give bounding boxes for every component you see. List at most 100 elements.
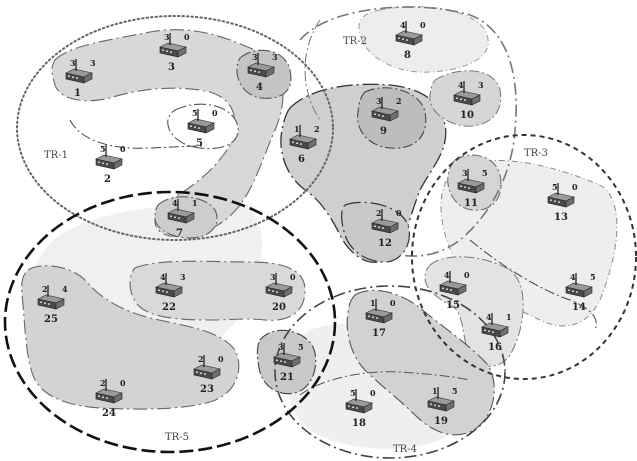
router-node-5[interactable]: 5 0 5 xyxy=(187,108,218,149)
node-id: 7 xyxy=(176,228,183,239)
region-label-tr2: TR-2 xyxy=(343,36,367,47)
port-left: 3 xyxy=(278,342,284,352)
port-left: 4 xyxy=(458,80,464,90)
node-id: 10 xyxy=(460,110,474,121)
tr1-ring xyxy=(16,15,334,241)
node-id: 13 xyxy=(554,212,568,223)
router-node-18[interactable]: 5 0 18 xyxy=(345,388,376,429)
port-right: 3 xyxy=(272,52,278,62)
port-right: 0 xyxy=(212,108,218,118)
port-right: 2 xyxy=(314,124,320,134)
port-left: 4 xyxy=(160,272,166,282)
port-left: 5 xyxy=(350,388,356,398)
port-right: 5 xyxy=(590,272,596,282)
port-left: 5 xyxy=(552,182,558,192)
port-left: 1 xyxy=(370,298,376,308)
region-label-tr1: TR-1 xyxy=(44,150,68,161)
router-node-6[interactable]: 1 2 6 xyxy=(289,124,320,165)
port-left: 3 xyxy=(252,52,258,62)
node-id: 9 xyxy=(380,126,387,137)
router-node-7[interactable]: 4 1 7 xyxy=(167,198,198,239)
node-id: 5 xyxy=(196,138,203,149)
port-left: 3 xyxy=(270,272,276,282)
cluster-12 xyxy=(341,201,410,263)
node-id: 16 xyxy=(488,342,502,353)
cluster-1-3-4 xyxy=(51,29,284,237)
port-left: 3 xyxy=(376,96,382,106)
port-left: 2 xyxy=(376,208,382,218)
router-node-2[interactable]: 5 0 2 xyxy=(95,144,126,185)
node-id: 6 xyxy=(298,154,305,165)
node-id: 20 xyxy=(272,302,286,313)
router-node-22[interactable]: 4 3 22 xyxy=(155,272,186,313)
tr2-shading xyxy=(358,6,489,73)
port-left: 4 xyxy=(172,198,178,208)
node-id: 11 xyxy=(464,198,478,209)
link-13-14 xyxy=(469,239,597,331)
router-node-11[interactable]: 3 5 11 xyxy=(457,168,488,209)
port-right: 0 xyxy=(184,32,190,42)
region-label-tr3: TR-3 xyxy=(524,148,548,159)
tr5-ring xyxy=(3,190,337,454)
node-id: 14 xyxy=(572,302,586,313)
node-id: 15 xyxy=(446,300,460,311)
router-node-13[interactable]: 5 0 13 xyxy=(547,182,578,223)
port-right: 1 xyxy=(192,198,198,208)
port-left: 4 xyxy=(444,270,450,280)
port-right: 5 xyxy=(482,168,488,178)
port-left: 5 xyxy=(100,144,106,154)
port-left: 3 xyxy=(164,32,170,42)
router-node-19[interactable]: 1 5 19 xyxy=(427,386,458,427)
port-left: 2 xyxy=(198,354,204,364)
router-nodes: 3 3 1 5 0 2 3 0 3 3 3 4 5 0 5 xyxy=(37,20,596,429)
router-node-23[interactable]: 2 0 23 xyxy=(193,354,224,395)
link-8-ring xyxy=(304,19,321,121)
region-labels: TR-1 TR-2 TR-3 TR-4 TR-5 xyxy=(44,36,548,455)
cluster-23-24-25 xyxy=(21,265,240,410)
region-label-tr4: TR-4 xyxy=(393,444,417,455)
port-right: 5 xyxy=(452,386,458,396)
port-right: 0 xyxy=(120,378,126,388)
port-right: 4 xyxy=(62,284,68,294)
router-node-1[interactable]: 3 3 1 xyxy=(65,58,96,99)
router-node-25[interactable]: 2 4 25 xyxy=(37,284,68,325)
node-id: 25 xyxy=(44,314,58,325)
router-node-21[interactable]: 3 5 21 xyxy=(273,342,304,383)
node-id: 12 xyxy=(378,238,392,249)
port-left: 5 xyxy=(192,108,198,118)
router-node-17[interactable]: 1 0 17 xyxy=(365,298,396,339)
router-node-24[interactable]: 2 0 24 xyxy=(95,378,126,419)
router-node-20[interactable]: 3 0 20 xyxy=(265,272,296,313)
node-id: 17 xyxy=(372,328,386,339)
node-id: 24 xyxy=(102,408,116,419)
router-node-8[interactable]: 4 0 8 xyxy=(395,20,426,61)
router-node-16[interactable]: 4 1 16 xyxy=(481,312,512,353)
tr3-ring xyxy=(411,134,637,380)
router-node-14[interactable]: 4 5 14 xyxy=(565,272,596,313)
router-node-15[interactable]: 4 0 15 xyxy=(439,270,470,311)
node-id: 1 xyxy=(74,88,81,99)
link-2-5 xyxy=(69,119,206,149)
port-right: 0 xyxy=(390,298,396,308)
cluster-blobs xyxy=(21,19,597,436)
router-node-10[interactable]: 4 3 10 xyxy=(453,80,484,121)
port-right: 3 xyxy=(180,272,186,282)
router-node-4[interactable]: 3 3 4 xyxy=(247,52,278,93)
router-node-9[interactable]: 3 2 9 xyxy=(371,96,402,137)
port-left: 1 xyxy=(294,124,300,134)
port-right: 3 xyxy=(90,58,96,68)
router-node-12[interactable]: 2 0 12 xyxy=(371,208,402,249)
node-id: 18 xyxy=(352,418,366,429)
port-left: 3 xyxy=(462,168,468,178)
link-18-19 xyxy=(299,371,471,396)
port-left: 4 xyxy=(400,20,406,30)
tr2-ring xyxy=(299,6,517,257)
region-label-tr5: TR-5 xyxy=(165,432,189,443)
port-left: 2 xyxy=(42,284,48,294)
tr4-ring xyxy=(274,285,506,459)
cluster-20-22 xyxy=(129,260,306,321)
router-node-3[interactable]: 3 0 3 xyxy=(159,32,190,73)
node-id: 19 xyxy=(434,416,448,427)
port-right: 5 xyxy=(298,342,304,352)
